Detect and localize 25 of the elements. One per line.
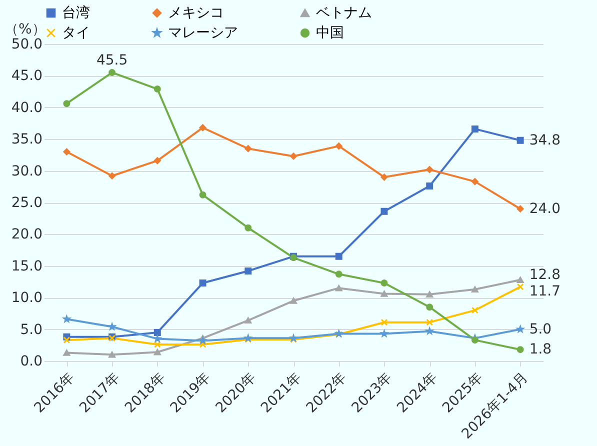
legend-label: タイ xyxy=(62,25,90,41)
y-tick-label: 35.0 xyxy=(11,132,42,148)
legend-label: メキシコ xyxy=(168,5,224,21)
y-tick-label: 20.0 xyxy=(11,226,42,243)
y-tick-label: 25.0 xyxy=(11,195,42,211)
legend-label: ベトナム xyxy=(316,5,372,21)
y-axis-title: （%） xyxy=(4,22,46,38)
data-label: 24.0 xyxy=(529,200,560,217)
y-tick-label: 0.0 xyxy=(20,354,42,370)
data-label: 5.0 xyxy=(529,321,552,338)
y-tick-label: 30.0 xyxy=(11,163,42,180)
data-label: 45.5 xyxy=(96,52,128,69)
data-label: 34.8 xyxy=(529,132,560,148)
y-tick-label: 45.0 xyxy=(11,68,42,84)
data-label: 1.8 xyxy=(529,342,552,358)
y-tick-label: 10.0 xyxy=(11,290,42,306)
data-label: 12.8 xyxy=(529,267,560,284)
y-tick-label: 15.0 xyxy=(11,258,42,274)
y-tick-label: 40.0 xyxy=(11,100,42,116)
data-label: 11.7 xyxy=(529,284,560,300)
y-tick-label: 5.0 xyxy=(20,322,42,338)
legend-label: 中国 xyxy=(316,25,344,41)
legend-label: マレーシア xyxy=(168,25,238,41)
y-tick-label: 50.0 xyxy=(11,36,42,52)
legend-label: 台湾 xyxy=(62,5,90,21)
